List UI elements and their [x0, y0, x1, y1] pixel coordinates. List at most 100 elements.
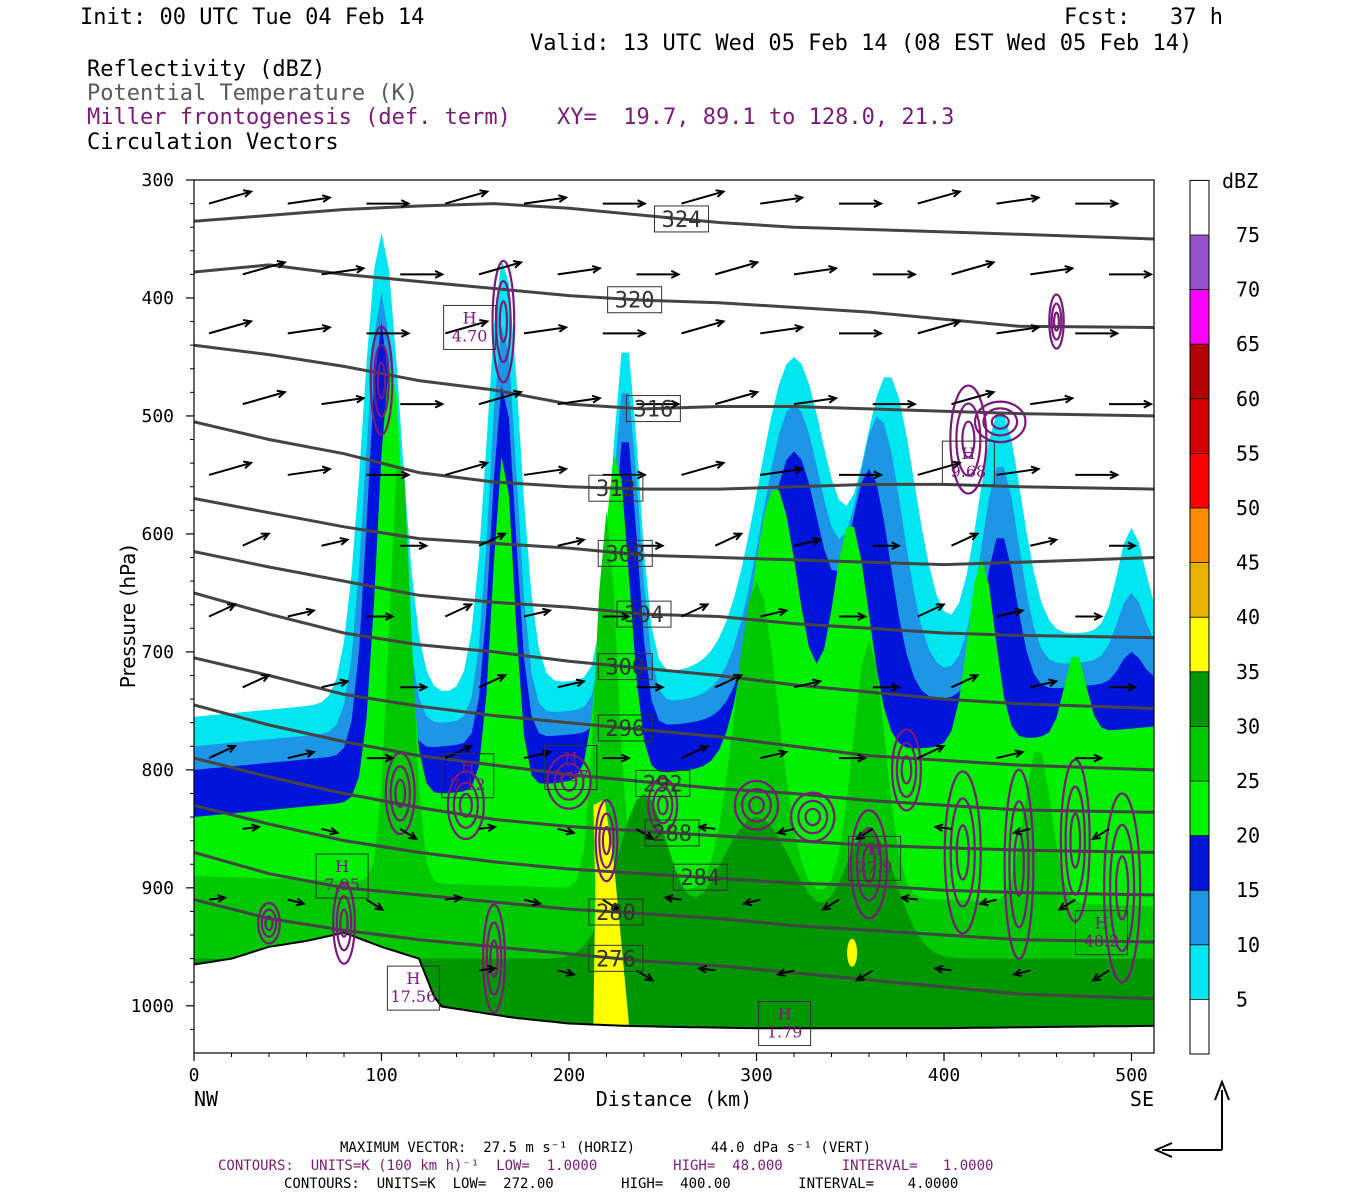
ground — [194, 932, 1154, 1053]
fronto-max-label: H27.9 — [848, 835, 902, 881]
theta-label-320: 320 — [607, 286, 663, 314]
svg-text:H: H — [868, 839, 882, 858]
svg-text:308: 308 — [605, 542, 645, 567]
circulation-vector — [1057, 898, 1076, 911]
colorbar-label: 50 — [1236, 496, 1260, 520]
circulation-vector — [478, 532, 508, 547]
circulation-vector — [951, 674, 980, 689]
circulation-vector — [696, 964, 716, 974]
circulation-vector — [917, 744, 946, 759]
circulation-vector — [523, 323, 569, 335]
contour-labels: 324 320 316 312 308 304 300 296 292 288 284 280 276 H… — [315, 205, 1128, 1047]
theta-legend: Potential Temperature (K) — [87, 81, 419, 106]
circulation-vector — [602, 612, 632, 621]
circulation-vector — [933, 964, 952, 974]
circulation-vector — [557, 264, 603, 276]
circulation-vector — [208, 744, 238, 759]
circulation-vector — [1030, 264, 1075, 276]
circulation-vector — [1109, 269, 1154, 279]
circulation-vector — [793, 394, 839, 406]
circulation-vector — [1109, 682, 1138, 692]
echo-35dbz-cell — [847, 938, 858, 967]
fronto-cell — [943, 770, 982, 935]
colorbar-bin — [1190, 890, 1209, 945]
colorbar-bin — [1190, 235, 1209, 290]
circulation-vector — [478, 964, 498, 974]
circulation-vector — [557, 394, 603, 406]
colorbar-bin — [1190, 344, 1209, 399]
circulation-vector — [208, 603, 238, 618]
circulation-vector — [208, 460, 254, 476]
theta-contour-276 — [194, 898, 1154, 1001]
circulation-vector — [760, 465, 805, 476]
svg-text:17.56: 17.56 — [390, 987, 436, 1006]
nw-label: NW — [194, 1087, 219, 1111]
colorbar-bin — [1190, 617, 1209, 672]
circulation-vector — [242, 260, 287, 276]
colorbar-label: 15 — [1236, 878, 1260, 902]
y-tick-label: 400 — [141, 288, 174, 309]
colorbar-label: 70 — [1236, 278, 1260, 302]
frontogenesis-contours — [257, 259, 1142, 1014]
theta-label-296: 296 — [597, 714, 653, 742]
circulation-vector — [287, 607, 316, 618]
circulation-vector — [602, 753, 632, 763]
circulation-vector — [242, 823, 262, 833]
circulation-vector — [557, 968, 576, 978]
theta-contour-312 — [194, 420, 1154, 491]
circulation-vector — [635, 828, 655, 841]
circulation-vector — [1109, 399, 1154, 409]
circulation-vector — [714, 389, 760, 406]
circulation-vector — [793, 536, 823, 547]
circulation-vector — [602, 328, 648, 338]
svg-text:27.9: 27.9 — [857, 857, 893, 876]
circulation-vector — [557, 826, 576, 836]
y-tick-label: 600 — [141, 524, 174, 545]
circulation-vector — [321, 264, 366, 276]
circulation-vector — [1091, 969, 1110, 982]
circulation-vector — [444, 189, 490, 205]
circulation-vectors — [208, 189, 1154, 982]
fronto-max-label: H48.2 — [1075, 910, 1128, 956]
colorbar-label: 20 — [1236, 824, 1260, 848]
fronto-cell — [546, 753, 592, 810]
colorbar-label: 45 — [1236, 551, 1260, 575]
circulation-vector — [714, 260, 760, 276]
circulation-vector — [1075, 470, 1120, 480]
svg-text:1.79: 1.79 — [767, 1023, 803, 1042]
circulation-vector — [996, 607, 1025, 618]
svg-text:7.12: 7.12 — [450, 775, 486, 794]
colorbar-label: 5 — [1236, 987, 1248, 1011]
theta-contour-304 — [194, 550, 1154, 640]
circulation-vector — [714, 532, 744, 547]
colorbar-bin — [1190, 999, 1209, 1054]
reflectivity-fill — [194, 233, 1154, 1053]
svg-text:292: 292 — [643, 772, 683, 797]
circulation-vector — [400, 541, 429, 551]
y-tick-label: 700 — [141, 642, 174, 663]
theta-label-288: 288 — [644, 819, 700, 847]
circulation-vector — [208, 319, 254, 335]
theta-contour-284 — [194, 803, 1154, 897]
theta-label-284: 284 — [672, 863, 728, 891]
colorbar-bin — [1190, 726, 1209, 781]
circulation-vector — [872, 682, 902, 692]
circulation-vector — [681, 460, 726, 476]
circulation-vector — [366, 753, 395, 763]
svg-text:320: 320 — [615, 289, 655, 314]
circulation-vector — [1030, 536, 1059, 547]
svg-text:284: 284 — [680, 866, 720, 891]
svg-text:H: H — [406, 969, 420, 988]
circulation-vector — [1012, 826, 1031, 836]
circulation-vector — [996, 323, 1041, 335]
fronto-max-label: H7.12 — [441, 753, 495, 799]
reference-vector-icon — [1153, 1079, 1230, 1158]
circulation-vector — [478, 823, 498, 833]
circulation-vector — [321, 678, 350, 689]
colorbar-bin — [1190, 180, 1209, 235]
circulation-vector — [1030, 394, 1075, 406]
colorbar-bin — [1190, 398, 1209, 454]
circulation-vector — [602, 199, 648, 208]
svg-text:276: 276 — [596, 947, 636, 972]
